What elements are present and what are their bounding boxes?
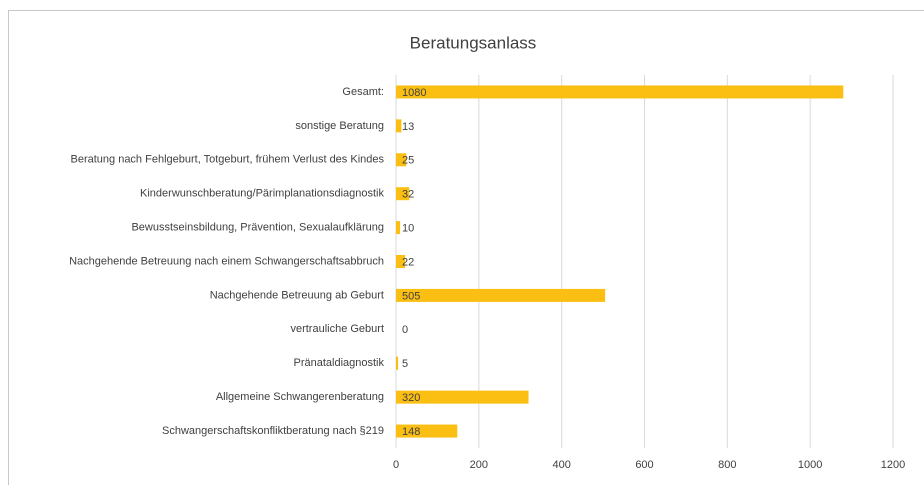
- data-label: 10: [402, 222, 414, 234]
- y-tick-label: Nachgehende Betreuung ab Geburt: [210, 289, 384, 301]
- data-label: 148: [402, 426, 420, 438]
- y-tick-label: Allgemeine Schwangerenberatung: [216, 391, 384, 403]
- y-tick-label: Kinderwunschberatung/Pärimplanationsdiag…: [140, 188, 384, 200]
- data-label: 13: [402, 121, 414, 133]
- y-tick-label: Gesamt:: [342, 86, 384, 98]
- x-tick-label: 1200: [881, 459, 905, 471]
- data-label: 320: [402, 392, 420, 404]
- x-tick-label: 600: [635, 459, 653, 471]
- x-tick-label: 200: [470, 459, 488, 471]
- bar: [396, 255, 406, 268]
- x-tick-label: 800: [718, 459, 736, 471]
- bar: [396, 288, 606, 302]
- bar: [396, 187, 410, 201]
- bar: [396, 390, 529, 404]
- data-label: 1080: [402, 87, 426, 99]
- y-tick-label: vertrauliche Geburt: [290, 323, 384, 335]
- y-tick-label: Nachgehende Betreuung nach einem Schwang…: [69, 255, 384, 267]
- y-tick-label: sonstige Beratung: [295, 120, 384, 132]
- y-tick-label: Schwangerschaftskonfliktberatung nach §2…: [162, 425, 384, 437]
- chart-title: Beratungsanlass: [410, 33, 537, 52]
- x-tick-label: 1000: [798, 459, 822, 471]
- x-tick-label: 400: [552, 459, 570, 471]
- y-tick-label: Bewusstseinsbildung, Prävention, Sexuala…: [131, 221, 384, 233]
- bar: [396, 356, 399, 370]
- bar: [396, 221, 401, 235]
- data-label: 32: [402, 189, 414, 201]
- data-label: 22: [402, 256, 414, 268]
- x-tick-label: 0: [393, 459, 399, 471]
- y-tick-label: Beratung nach Fehlgeburt, Totgeburt, frü…: [71, 154, 385, 166]
- bar: [396, 85, 844, 99]
- data-label: 25: [402, 155, 414, 167]
- bar: [396, 119, 402, 133]
- data-label: 0: [402, 324, 408, 336]
- bar: [396, 424, 458, 438]
- bar: [396, 153, 407, 167]
- data-label: 505: [402, 290, 420, 302]
- data-label: 5: [402, 358, 408, 370]
- y-tick-label: Pränataldiagnostik: [293, 357, 384, 369]
- chart-frame: [8, 10, 924, 485]
